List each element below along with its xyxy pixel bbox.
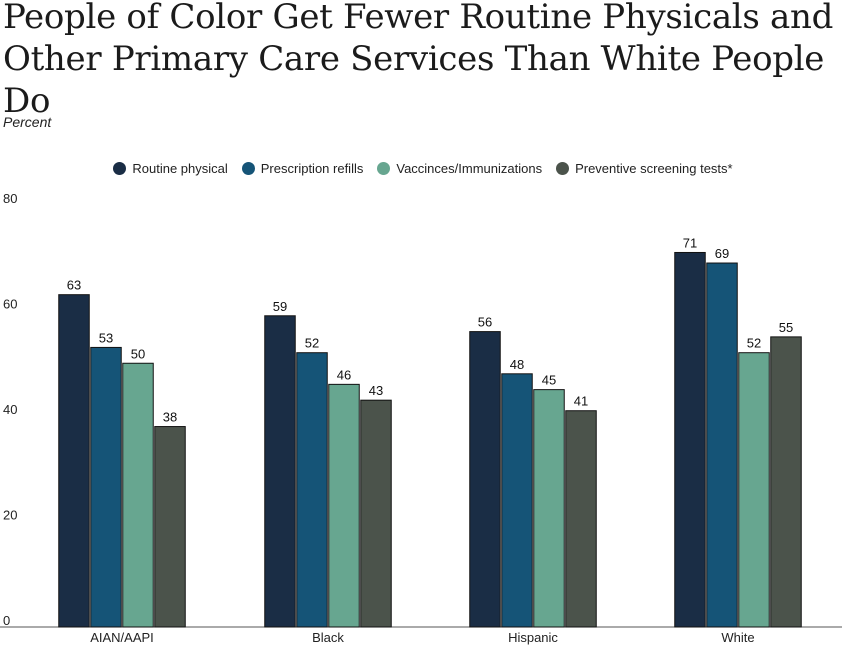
x-tick-label-aian-aapi: AIAN/AAPI (90, 630, 154, 645)
bar-chart: 0 20 40 60 80 63 53 50 38 AIAN/AAPI 59 52 46 43 Black 5… (0, 191, 842, 645)
legend-swatch-routine-physical (113, 162, 127, 175)
legend-item-screening-tests: Preventive screening tests* (556, 161, 733, 176)
y-tick-label-60: 60 (3, 297, 17, 312)
data-label-white-preventive-screening-tests: 55 (779, 320, 793, 335)
data-label-white-routine-physical: 71 (683, 235, 697, 250)
data-label-black-vaccinces-immunizations: 46 (337, 367, 351, 382)
data-label-hispanic-preventive-screening-tests: 41 (574, 394, 588, 409)
bar-white-preventive-screening-tests (770, 336, 802, 628)
legend-item-routine-physical: Routine physical (113, 161, 228, 176)
data-label-black-prescription-refills: 52 (305, 336, 319, 351)
data-label-aian-aapi-prescription-refills: 53 (99, 330, 113, 345)
data-label-aian-aapi-vaccinces-immunizations: 50 (131, 346, 145, 361)
legend-label-screening-tests: Preventive screening tests* (575, 161, 733, 176)
x-tick-label-white: White (721, 630, 754, 645)
bar-hispanic-prescription-refills (501, 373, 533, 628)
data-label-aian-aapi-preventive-screening-tests: 38 (163, 410, 177, 425)
bar-white-vaccinces-immunizations (738, 352, 770, 628)
data-label-black-preventive-screening-tests: 43 (369, 383, 383, 398)
x-tick-label-black: Black (312, 630, 344, 645)
x-tick-label-hispanic: Hispanic (508, 630, 558, 645)
data-label-hispanic-vaccinces-immunizations: 45 (542, 373, 556, 388)
legend-item-prescription-refills: Prescription refills (241, 161, 364, 176)
y-tick-label-40: 40 (3, 402, 17, 417)
data-label-black-routine-physical: 59 (273, 299, 287, 314)
bar-white-prescription-refills (706, 262, 738, 628)
y-tick-label-0: 0 (3, 613, 10, 628)
bar-black-preventive-screening-tests (360, 399, 392, 628)
legend-swatch-vaccines (377, 162, 391, 175)
legend-label-routine-physical: Routine physical (132, 161, 228, 176)
bar-black-vaccinces-immunizations (328, 383, 360, 628)
legend: Routine physical Prescription refills Va… (0, 161, 846, 176)
bar-aian-aapi-routine-physical (58, 294, 90, 628)
legend-swatch-screening-tests (556, 162, 570, 175)
bar-hispanic-preventive-screening-tests (565, 410, 597, 628)
bar-hispanic-vaccinces-immunizations (533, 389, 565, 628)
data-label-hispanic-prescription-refills: 48 (510, 357, 524, 372)
bar-aian-aapi-preventive-screening-tests (154, 426, 186, 628)
data-label-white-prescription-refills: 69 (715, 246, 729, 261)
bar-black-prescription-refills (296, 352, 328, 628)
data-label-white-vaccinces-immunizations: 52 (747, 336, 761, 351)
legend-swatch-prescription-refills (241, 162, 255, 175)
bar-black-routine-physical (264, 315, 296, 628)
y-axis-unit-label: Percent (3, 114, 52, 130)
y-tick-label-20: 20 (3, 508, 17, 523)
chart-title: People of Color Get Fewer Routine Physic… (3, 0, 834, 121)
bar-aian-aapi-vaccinces-immunizations (122, 362, 154, 628)
legend-label-vaccines: Vaccinces/Immunizations (396, 161, 543, 176)
legend-label-prescription-refills: Prescription refills (260, 161, 364, 176)
data-label-hispanic-routine-physical: 56 (478, 315, 492, 330)
bar-aian-aapi-prescription-refills (90, 346, 122, 628)
y-tick-label-80: 80 (3, 191, 17, 206)
bar-hispanic-routine-physical (469, 331, 501, 628)
legend-item-vaccines: Vaccinces/Immunizations (377, 161, 542, 176)
data-label-aian-aapi-routine-physical: 63 (67, 278, 81, 293)
bar-white-routine-physical (674, 251, 706, 628)
